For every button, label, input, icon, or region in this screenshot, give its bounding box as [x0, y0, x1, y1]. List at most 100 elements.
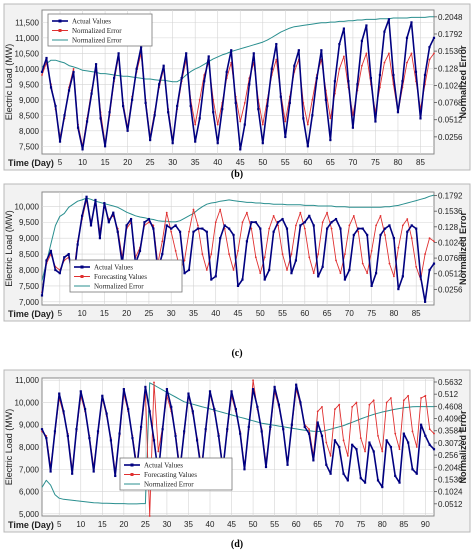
- data-point: [335, 259, 337, 262]
- data-point: [428, 443, 431, 446]
- data-point: [385, 401, 388, 404]
- data-point: [342, 55, 345, 58]
- data-point: [201, 253, 204, 255]
- data-point: [325, 227, 329, 230]
- y2-tick-label: 0.128: [438, 64, 459, 73]
- data-point: [339, 272, 342, 275]
- y-tick-label: 10,000: [15, 202, 40, 211]
- data-point: [398, 481, 401, 484]
- legend-marker: [58, 29, 62, 32]
- data-point: [402, 432, 405, 435]
- data-point: [321, 221, 324, 224]
- data-point: [285, 227, 289, 230]
- series-line: [41, 194, 435, 281]
- x-tick-label: 5: [58, 158, 63, 167]
- y-tick-label: 6,000: [19, 488, 40, 497]
- data-point: [423, 73, 427, 77]
- data-point: [232, 269, 235, 271]
- data-point: [161, 240, 164, 243]
- data-point: [379, 233, 382, 237]
- data-point: [225, 70, 228, 74]
- data-point: [161, 252, 164, 256]
- y-tick-label: 11,000: [15, 376, 39, 385]
- data-point: [365, 52, 368, 55]
- series-normalized-error: [41, 194, 435, 281]
- data-point: [261, 123, 264, 126]
- y2-tick-label: 0.0512: [438, 270, 463, 279]
- data-point: [370, 249, 373, 252]
- data-point: [103, 145, 107, 148]
- x-tick-label: 35: [189, 309, 198, 318]
- data-point: [389, 445, 393, 449]
- x-tick-label: 10: [78, 158, 87, 167]
- data-point: [433, 240, 435, 243]
- data-point: [303, 221, 306, 224]
- data-point: [49, 470, 52, 473]
- data-point: [131, 436, 134, 440]
- data-point: [250, 227, 253, 230]
- data-point: [268, 268, 271, 272]
- data-point: [424, 394, 427, 397]
- data-point: [284, 120, 287, 123]
- panel-label-d: (d): [231, 539, 243, 550]
- data-point: [428, 428, 431, 431]
- data-point: [122, 388, 125, 391]
- data-point: [94, 63, 98, 66]
- data-point: [415, 265, 418, 268]
- data-point: [234, 408, 237, 411]
- data-point: [275, 42, 278, 46]
- data-point: [208, 390, 212, 393]
- data-point: [248, 83, 251, 86]
- data-point: [315, 77, 318, 80]
- data-point: [153, 381, 155, 384]
- data-point: [295, 224, 297, 227]
- data-point: [263, 278, 266, 281]
- y-tick-label: 9,500: [19, 80, 40, 89]
- data-point: [79, 390, 82, 393]
- data-point: [339, 227, 342, 230]
- data-point: [303, 227, 306, 230]
- y2-tick-label: 0.3584: [438, 427, 463, 436]
- data-point: [201, 227, 204, 230]
- data-point: [306, 145, 309, 148]
- x-tick-label: 90: [421, 520, 430, 529]
- y2-tick-label: 0.0256: [438, 133, 463, 142]
- data-point: [344, 253, 346, 255]
- data-point: [217, 434, 220, 437]
- data-point: [198, 117, 201, 120]
- data-point: [411, 468, 414, 471]
- data-point: [194, 123, 197, 126]
- data-point: [45, 436, 48, 440]
- data-point: [320, 434, 324, 437]
- data-point: [397, 246, 400, 249]
- data-point: [243, 468, 246, 471]
- legend-marker: [58, 19, 62, 23]
- data-point: [295, 383, 298, 386]
- x-tick-label: 25: [146, 158, 155, 167]
- data-point: [58, 140, 62, 143]
- data-point: [266, 104, 269, 108]
- legend-marker: [130, 463, 134, 467]
- data-point: [183, 259, 186, 262]
- data-point: [252, 52, 255, 55]
- x-tick-label: 25: [141, 520, 150, 529]
- data-point: [366, 233, 369, 237]
- series-actual-values: [40, 18, 436, 151]
- data-point: [158, 83, 161, 86]
- x-tick-label: 20: [123, 158, 132, 167]
- data-point: [185, 52, 188, 55]
- data-point: [333, 80, 336, 83]
- data-point: [366, 272, 369, 275]
- x-tick-label: 50: [249, 520, 258, 529]
- data-point: [187, 392, 190, 395]
- data-point: [407, 441, 410, 444]
- y-tick-label: 9,500: [19, 218, 40, 227]
- data-point: [63, 114, 66, 117]
- data-point: [375, 224, 377, 227]
- data-point: [407, 394, 410, 397]
- data-point: [279, 95, 282, 98]
- data-point: [152, 227, 155, 230]
- data-point: [107, 221, 110, 224]
- y2-tick-label: 0.1536: [438, 475, 463, 484]
